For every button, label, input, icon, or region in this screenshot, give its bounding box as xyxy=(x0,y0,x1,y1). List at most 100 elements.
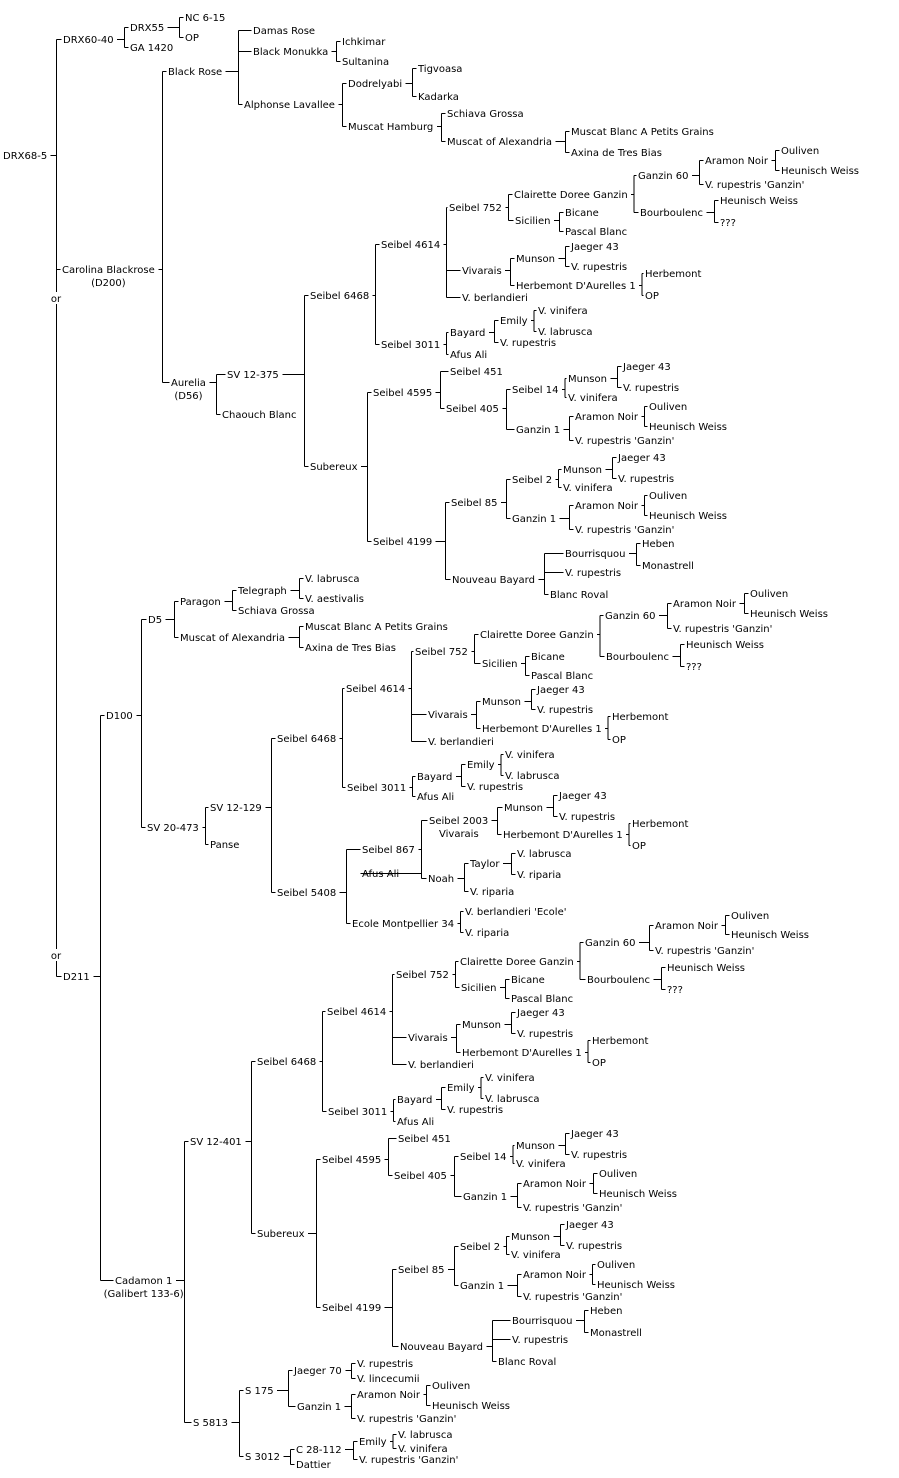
node-labels: DRX68-5 DRX60-40 DRX55 NC 6-15 OP GA 1420 Caro… xyxy=(3,13,859,1471)
node-label-v-rupestris: V. rupestris xyxy=(559,812,615,823)
node-label-ouliven: Ouliven xyxy=(599,1169,637,1180)
node-label-clairette-doree-ganzin: Clairette Doree Ganzin xyxy=(460,957,574,968)
node-label-op: OP xyxy=(592,1058,606,1069)
node-label-heunisch-weiss: Heunisch Weiss xyxy=(731,930,809,941)
node-label-d100: D100 xyxy=(106,711,133,722)
node-label-s-175: S 175 xyxy=(245,1386,274,1397)
node-label-bayard: Bayard xyxy=(450,328,485,339)
node-sublabel-vivarais: Vivarais xyxy=(439,829,479,840)
node-label-v-berlandieri-ecole: V. berlandieri 'Ecole' xyxy=(465,907,566,918)
node-label-bourrisquou: Bourrisquou xyxy=(512,1316,573,1327)
node-label-v-rupestris: V. rupestris xyxy=(537,705,593,716)
node-label-afus-ali: Afus Ali xyxy=(417,792,454,803)
node-label-emily: Emily xyxy=(359,1437,387,1448)
node-label-ganzin-60: Ganzin 60 xyxy=(605,611,655,622)
node-label-kadarka: Kadarka xyxy=(418,92,459,103)
connector-lines xyxy=(50,17,780,1465)
node-label-seibel-6468: Seibel 6468 xyxy=(310,291,369,302)
node-label-munson: Munson xyxy=(462,1020,501,1031)
node-label-cadamon-1: Cadamon 1 xyxy=(115,1276,172,1287)
node-label-seibel-85: Seibel 85 xyxy=(398,1265,444,1276)
node-label-v-berlandieri: V. berlandieri xyxy=(408,1060,474,1071)
node-label-v-labrusca: V. labrusca xyxy=(485,1094,539,1105)
node-label-v-rupestris-ganzin: V. rupestris 'Ganzin' xyxy=(575,525,674,536)
node-label-paragon: Paragon xyxy=(180,597,221,608)
node-label-nouveau-bayard: Nouveau Bayard xyxy=(452,575,535,586)
node-label-ecole-montpellier-34: Ecole Montpellier 34 xyxy=(352,919,454,930)
node-label-bourboulenc: Bourboulenc xyxy=(606,652,669,663)
node-label-muscat-blanc-a-petits-grains: Muscat Blanc A Petits Grains xyxy=(305,622,448,633)
node-label-aramon-noir: Aramon Noir xyxy=(673,599,737,610)
node-label-seibel-85: Seibel 85 xyxy=(451,498,497,509)
node-label-ouliven: Ouliven xyxy=(731,911,769,922)
node-label-op: OP xyxy=(612,735,626,746)
node-label-heunisch-weiss: Heunisch Weiss xyxy=(599,1189,677,1200)
node-label-aramon-noir: Aramon Noir xyxy=(575,412,639,423)
node-label-drx60-40: DRX60-40 xyxy=(63,35,114,46)
node-label-v-lincecumii: V. lincecumii xyxy=(357,1374,420,1385)
node-label-herbemont: Herbemont xyxy=(592,1036,648,1047)
node-label-ga-1420: GA 1420 xyxy=(130,43,173,54)
node-label-dodrelyabi: Dodrelyabi xyxy=(348,79,402,90)
node-label-v-rupestris-ganzin: V. rupestris 'Ganzin' xyxy=(705,180,804,191)
node-label-sicilien: Sicilien xyxy=(461,983,496,994)
node-label-muscat-of-alexandria: Muscat of Alexandria xyxy=(180,633,285,644)
node-label-v-rupestris-ganzin: V. rupestris 'Ganzin' xyxy=(655,946,754,957)
node-label-heunisch-weiss: Heunisch Weiss xyxy=(597,1280,675,1291)
node-label-v-vinifera: V. vinifera xyxy=(538,306,588,317)
node-label-subereux: Subereux xyxy=(257,1229,305,1240)
node-label-v-rupestris-ganzin: V. rupestris 'Ganzin' xyxy=(523,1292,622,1303)
node-label-v-rupestris: V. rupestris xyxy=(618,474,674,485)
node-label-v-rupestris: V. rupestris xyxy=(623,383,679,394)
node-label-ganzin-1: Ganzin 1 xyxy=(460,1281,504,1292)
node-label-op: OP xyxy=(185,33,199,44)
node-label-v-rupestris: V. rupestris xyxy=(517,1029,573,1040)
node-label-seibel-451: Seibel 451 xyxy=(450,367,503,378)
node-label-v-rupestris: V. rupestris xyxy=(447,1105,503,1116)
node-label-v-labrusca: V. labrusca xyxy=(505,771,559,782)
node-label-schiava-grossa: Schiava Grossa xyxy=(238,606,315,617)
node-label-afus-ali: Afus Ali xyxy=(397,1117,434,1128)
node-label-seibel-752: Seibel 752 xyxy=(449,203,502,214)
node-label-heunisch-weiss: Heunisch Weiss xyxy=(649,422,727,433)
node-label-dattier: Dattier xyxy=(296,1460,332,1471)
node-label-seibel-405: Seibel 405 xyxy=(394,1171,447,1182)
node-label-seibel-752: Seibel 752 xyxy=(396,970,449,981)
node-label-emily: Emily xyxy=(500,316,528,327)
node-label-s-3012: S 3012 xyxy=(245,1452,280,1463)
node-label-seibel-4199: Seibel 4199 xyxy=(373,537,432,548)
node-label-sv-12-129: SV 12-129 xyxy=(210,803,262,814)
node-label-v-vinifera: V. vinifera xyxy=(505,750,555,761)
node-label-v-rupestris-ganzin: V. rupestris 'Ganzin' xyxy=(575,436,674,447)
node-label-aramon-noir: Aramon Noir xyxy=(357,1390,421,1401)
node-label-ichkimar: Ichkimar xyxy=(342,37,386,48)
node-label-jaeger-43: Jaeger 43 xyxy=(565,1220,614,1231)
node-label-aramon-noir: Aramon Noir xyxy=(523,1270,587,1281)
node-label-v-vinifera: V. vinifera xyxy=(563,483,613,494)
node-label-schiava-grossa: Schiava Grossa xyxy=(447,109,524,120)
node-label-d211: D211 xyxy=(63,972,90,983)
node-label-sv-12-375: SV 12-375 xyxy=(227,370,279,381)
node-label-seibel-5408: Seibel 5408 xyxy=(277,888,336,899)
node-label-heunisch-weiss: Heunisch Weiss xyxy=(649,511,727,522)
node-label-seibel-2003: Seibel 2003 xyxy=(429,816,488,827)
node-label-monastrell: Monastrell xyxy=(590,1328,642,1339)
node-label-ganzin-1: Ganzin 1 xyxy=(512,514,556,525)
node-label-seibel-4595: Seibel 4595 xyxy=(322,1155,381,1166)
node-label-v-labrusca: V. labrusca xyxy=(538,327,592,338)
node-label-sultanina: Sultanina xyxy=(342,57,389,68)
node-label-aramon-noir: Aramon Noir xyxy=(523,1179,587,1190)
node-label-vivarais: Vivarais xyxy=(428,710,468,721)
node-label-chaouch-blanc: Chaouch Blanc xyxy=(222,410,297,421)
node-label-ouliven: Ouliven xyxy=(781,146,819,157)
node-label-ganzin-1: Ganzin 1 xyxy=(297,1402,341,1413)
node-label-pascal-blanc: Pascal Blanc xyxy=(511,994,573,1005)
node-label-seibel-451: Seibel 451 xyxy=(398,1134,451,1145)
node-label-v-rupestris: V. rupestris xyxy=(357,1359,413,1370)
node-label-heunisch-weiss: Heunisch Weiss xyxy=(432,1401,510,1412)
node-label-ganzin-1: Ganzin 1 xyxy=(516,425,560,436)
node-label-v-vinifera: V. vinifera xyxy=(485,1073,535,1084)
node-label-bourboulenc: Bourboulenc xyxy=(587,975,650,986)
node-label-black-rose: Black Rose xyxy=(168,67,222,78)
node-label-seibel-4614: Seibel 4614 xyxy=(346,684,405,695)
